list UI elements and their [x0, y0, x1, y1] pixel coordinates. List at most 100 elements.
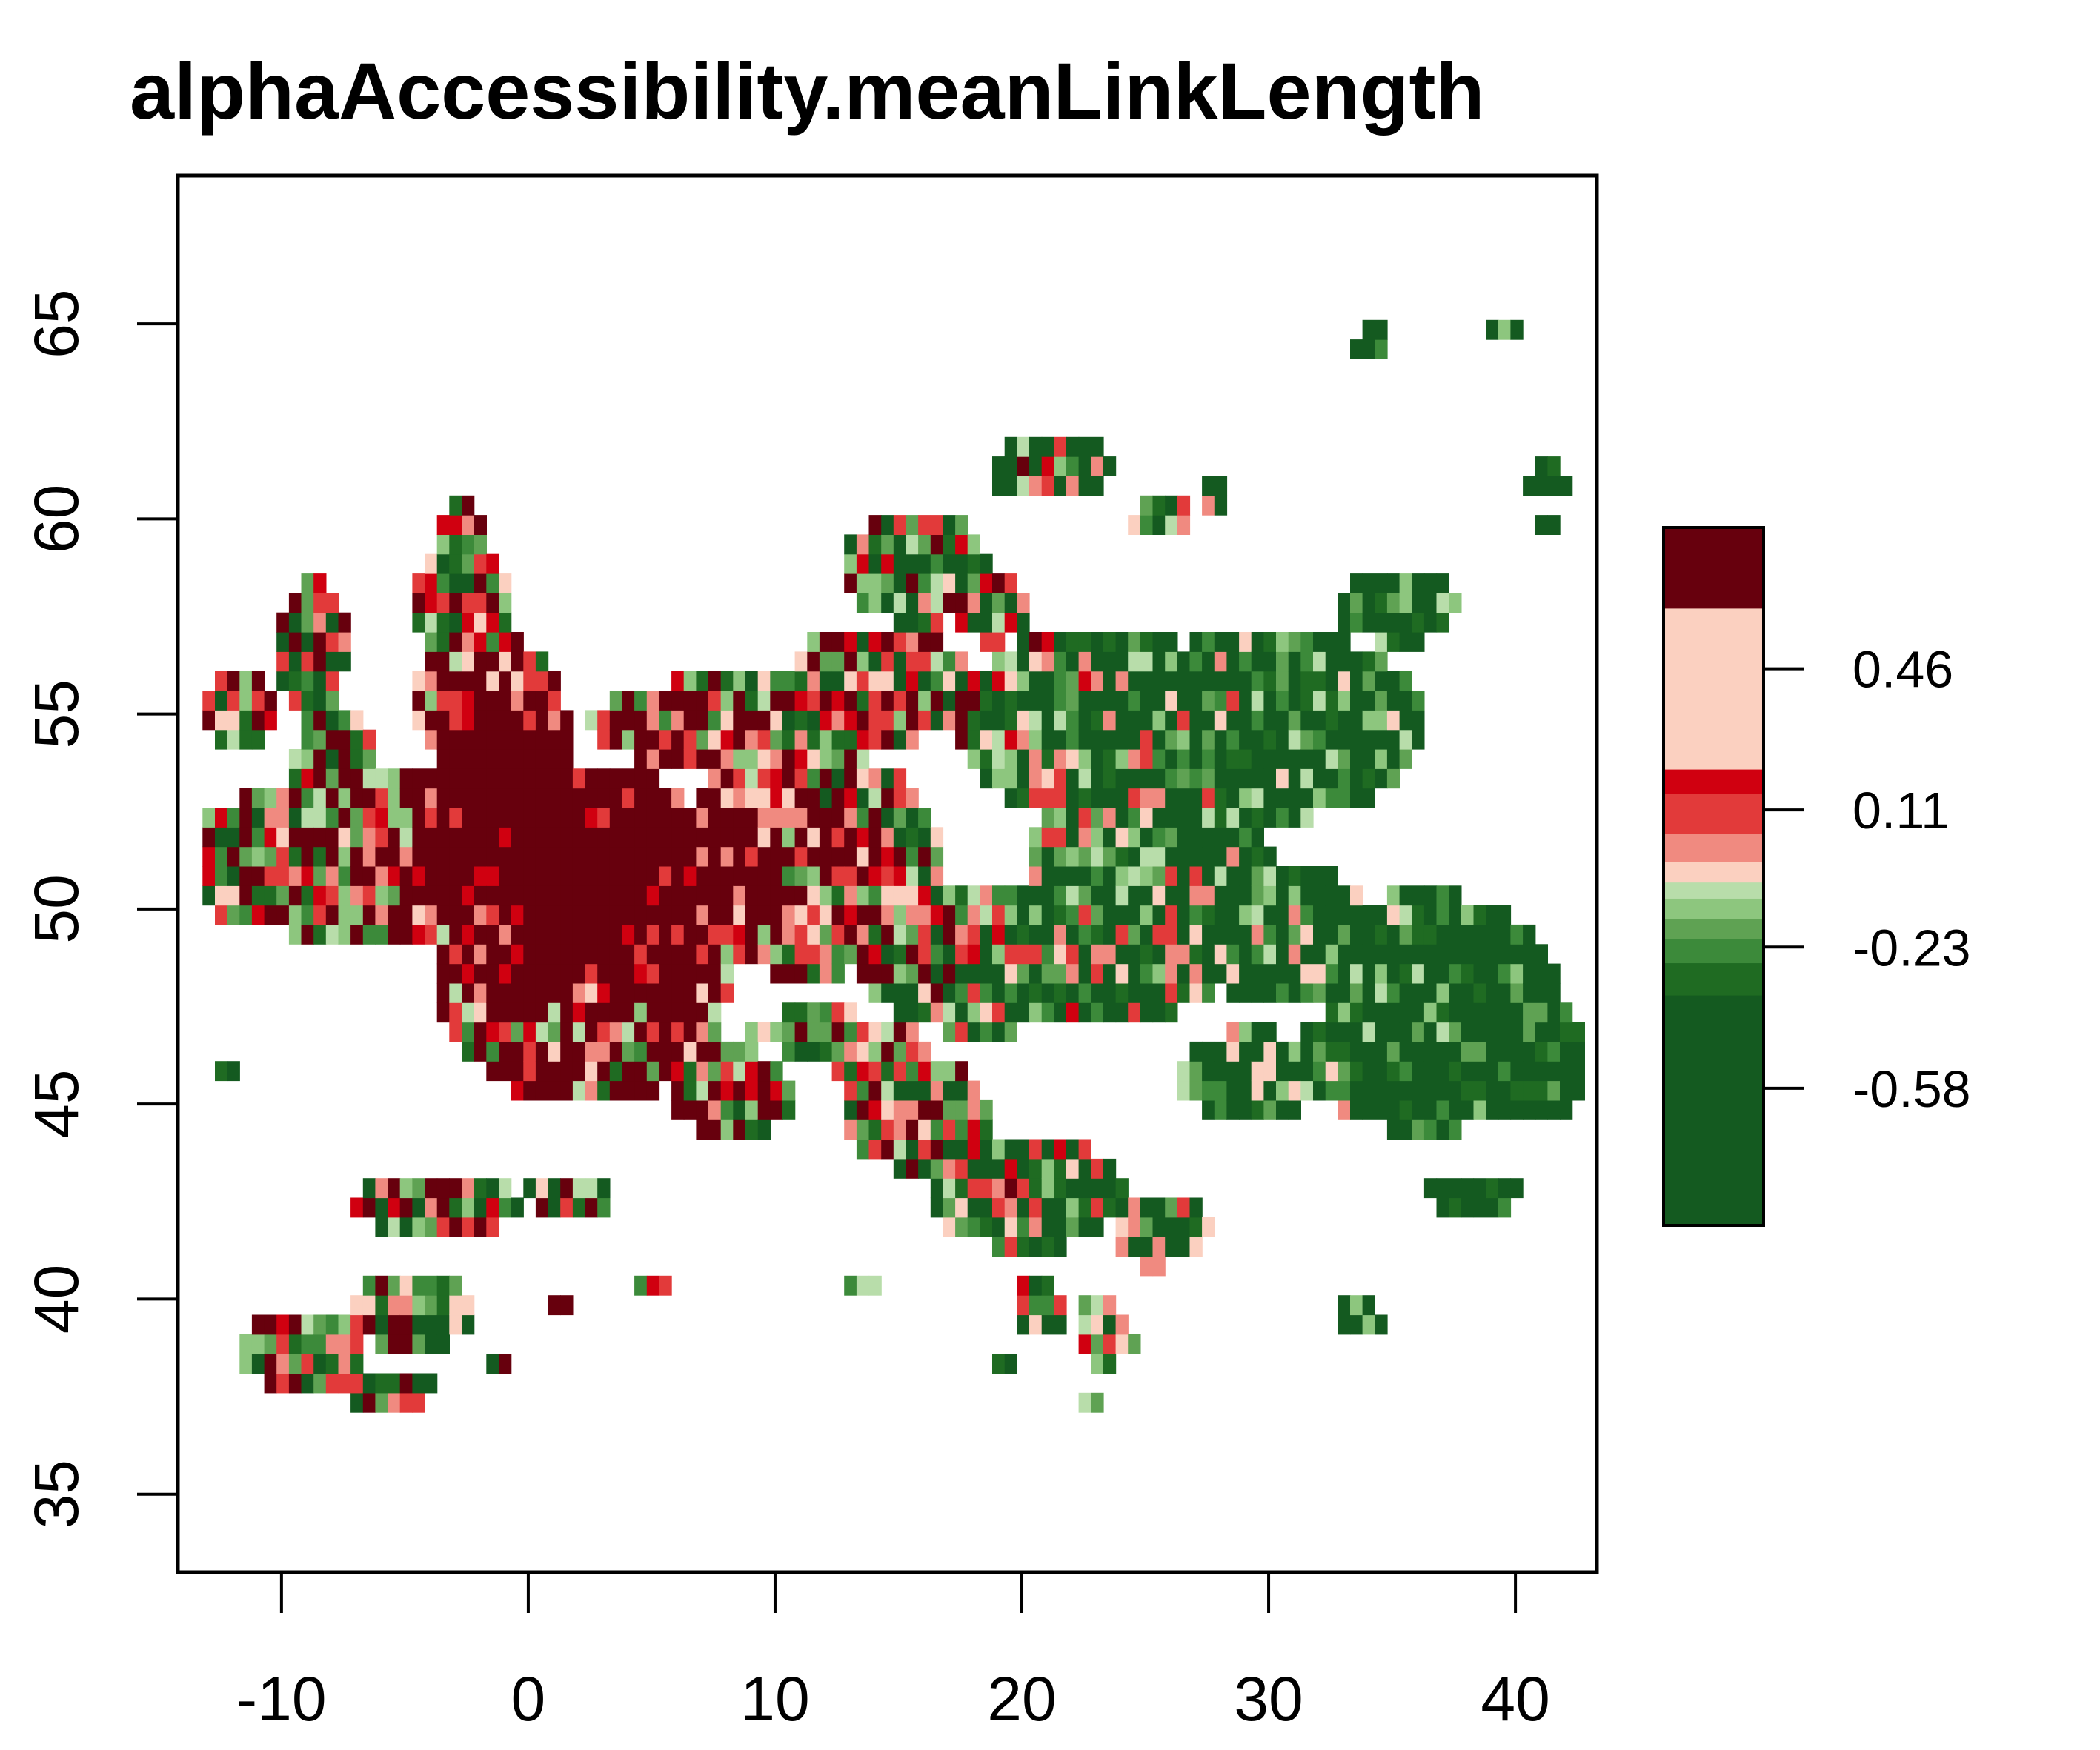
heatmap-cell — [1263, 729, 1277, 750]
heatmap-cell — [819, 885, 833, 906]
heatmap-cell — [856, 573, 870, 593]
heatmap-cell — [1128, 749, 1141, 769]
heatmap-cell — [844, 729, 857, 750]
heatmap-cell — [1572, 1080, 1585, 1101]
heatmap-cell — [1350, 691, 1363, 711]
heatmap-cell — [597, 827, 611, 848]
heatmap-cell — [807, 827, 820, 848]
heatmap-cell — [1375, 671, 1388, 691]
heatmap-cell — [1325, 963, 1338, 984]
heatmap-cell — [955, 963, 968, 984]
heatmap-cell — [893, 710, 907, 731]
heatmap-cell — [720, 885, 734, 906]
heatmap-cell — [1140, 788, 1154, 808]
heatmap-cell — [1165, 846, 1178, 867]
heatmap-cell — [1140, 710, 1154, 731]
heatmap-cell — [943, 885, 956, 906]
heatmap-cell — [1152, 671, 1166, 691]
heatmap-cell — [1288, 982, 1301, 1003]
heatmap-cell — [597, 905, 611, 925]
heatmap-cell — [338, 1314, 351, 1335]
heatmap-cell — [251, 827, 265, 848]
heatmap-cell — [1177, 963, 1191, 984]
heatmap-cell — [659, 846, 672, 867]
heatmap-cell — [1288, 749, 1301, 769]
heatmap-cell — [560, 1022, 574, 1042]
heatmap-cell — [1189, 1041, 1203, 1062]
heatmap-cell — [548, 1061, 561, 1082]
heatmap-cell — [1461, 1080, 1475, 1101]
heatmap-cell — [1436, 1099, 1449, 1120]
heatmap-cell — [251, 1334, 265, 1354]
heatmap-cell — [1239, 691, 1252, 711]
heatmap-cell — [1436, 1178, 1449, 1199]
heatmap-cell — [1177, 651, 1191, 672]
heatmap-cell — [1029, 671, 1043, 691]
heatmap-cell — [782, 1080, 796, 1101]
heatmap-cell — [720, 846, 734, 867]
heatmap-cell — [1078, 436, 1091, 457]
heatmap-cell — [794, 671, 808, 691]
heatmap-cell — [1263, 691, 1277, 711]
heatmap-cell — [745, 885, 759, 906]
heatmap-cell — [609, 1061, 623, 1082]
heatmap-cell — [609, 691, 623, 711]
heatmap-cell — [572, 846, 586, 867]
heatmap-cell — [683, 1041, 697, 1062]
heatmap-cell — [1362, 944, 1375, 965]
heatmap-cell — [1473, 1099, 1486, 1120]
heatmap-cell — [412, 573, 425, 593]
heatmap-cell — [1239, 710, 1252, 731]
heatmap-cell — [1423, 593, 1438, 613]
heatmap-cell — [548, 1022, 561, 1042]
heatmap-cell — [696, 866, 709, 886]
heatmap-cell — [338, 788, 351, 808]
heatmap-cell — [1177, 495, 1191, 516]
heatmap-cell — [696, 788, 709, 808]
heatmap-cell — [1350, 729, 1363, 750]
heatmap-cell — [1226, 1099, 1240, 1120]
heatmap-cell — [276, 905, 290, 925]
heatmap-cell — [1325, 1061, 1338, 1082]
heatmap-cell — [1066, 1217, 1080, 1237]
heatmap-cell — [930, 1002, 944, 1023]
heatmap-cell — [1276, 710, 1289, 731]
heatmap-cell — [856, 710, 870, 731]
heatmap-cell — [1523, 963, 1536, 984]
heatmap-cell — [807, 944, 820, 965]
heatmap-cell — [276, 671, 290, 691]
heatmap-cell — [708, 749, 722, 769]
heatmap-cell — [955, 1002, 968, 1023]
heatmap-cell — [1140, 963, 1154, 984]
heatmap-cell — [388, 1197, 401, 1218]
heatmap-cell — [819, 749, 833, 769]
heatmap-cell — [720, 808, 734, 828]
heatmap-cell — [1078, 866, 1091, 886]
heatmap-cell — [918, 593, 931, 613]
heatmap-cell — [720, 944, 734, 965]
heatmap-cell — [856, 905, 870, 925]
heatmap-cell — [1412, 691, 1425, 711]
heatmap-cell — [819, 729, 833, 750]
heatmap-cell — [436, 1197, 450, 1218]
heatmap-cell — [1214, 905, 1228, 925]
heatmap-cell — [733, 749, 746, 769]
heatmap-cell — [1399, 1061, 1412, 1082]
heatmap-cell — [436, 963, 450, 984]
heatmap-cell — [943, 573, 956, 593]
heatmap-cell — [202, 866, 216, 886]
heatmap-cell — [1288, 651, 1301, 672]
heatmap-cell — [436, 924, 450, 945]
y-tick-label: 45 — [21, 1069, 91, 1138]
heatmap-cell — [943, 1158, 956, 1179]
heatmap-cell — [856, 1119, 870, 1140]
heatmap-cell — [696, 710, 709, 731]
heatmap-cell — [955, 710, 968, 731]
heatmap-cell — [215, 729, 228, 750]
heatmap-cell — [807, 885, 820, 906]
heatmap-cell — [930, 1061, 944, 1082]
heatmap-cell — [1054, 808, 1067, 828]
heatmap-cell — [523, 1080, 536, 1101]
heatmap-cell — [1091, 729, 1104, 750]
heatmap-cell — [1498, 1099, 1512, 1120]
